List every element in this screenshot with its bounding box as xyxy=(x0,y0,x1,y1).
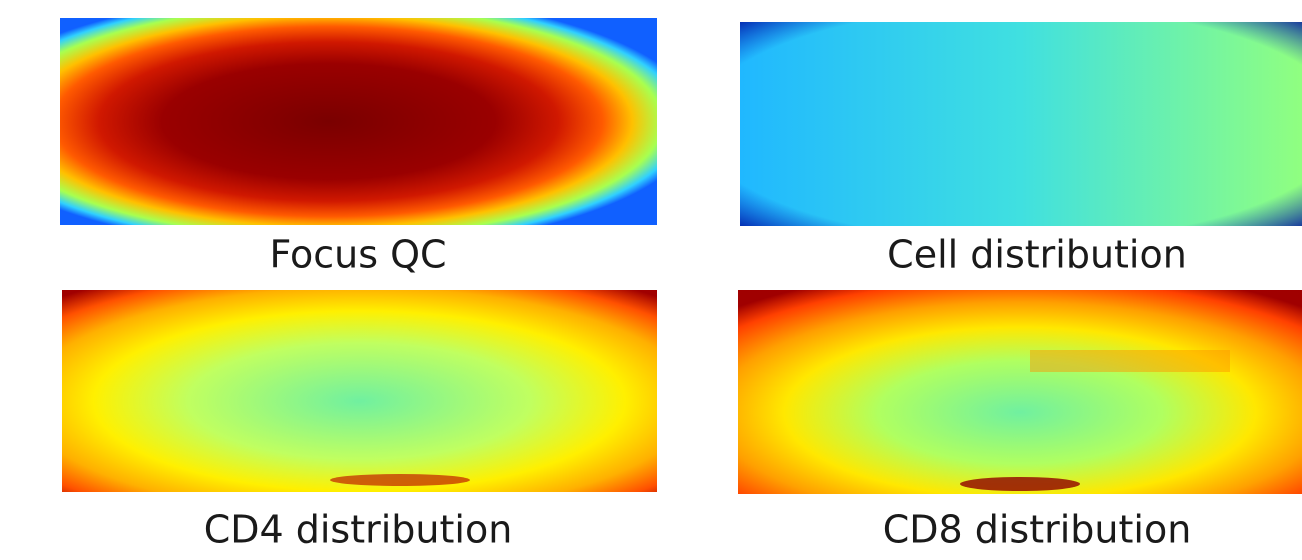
figure: Focus QC Cell distribution CD4 distribut… xyxy=(0,0,1302,560)
cd8-band xyxy=(1030,350,1230,372)
caption: CD8 distribution xyxy=(883,508,1192,552)
page: Focus QC Cell distribution CD4 distribut… xyxy=(0,0,1302,560)
caption: Focus QC xyxy=(269,233,446,277)
cd8-heatmap xyxy=(738,290,1302,494)
cd4-heatmap xyxy=(62,290,657,492)
caption: CD4 distribution xyxy=(204,508,513,552)
cd8-artifact xyxy=(960,477,1080,491)
caption: Cell distribution xyxy=(887,233,1187,277)
cell-heatmap-edge xyxy=(740,22,1302,226)
focus-qc-heatmap xyxy=(60,18,657,225)
cd4-artifact xyxy=(330,474,470,486)
